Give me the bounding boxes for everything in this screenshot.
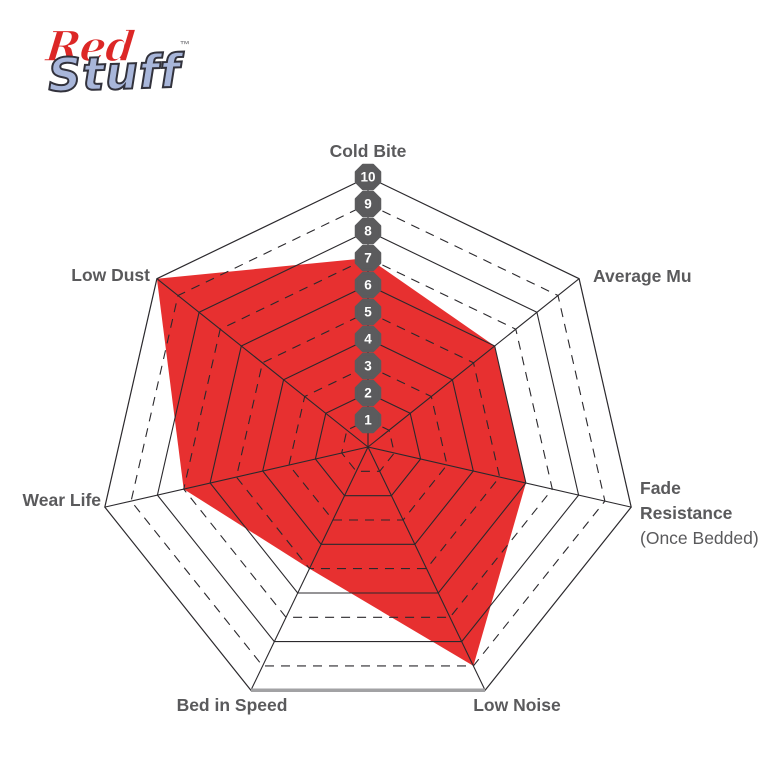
axis-spoke-low-noise — [367, 446, 486, 691]
scale-badge-label-5: 5 — [364, 305, 372, 320]
grid-ring-2 — [314, 392, 422, 497]
axis-label-bed-in-speed: Bed in Speed — [177, 695, 288, 715]
axis-label-fade-resistance-line2: Resistance — [640, 503, 733, 523]
scale-badge-10 — [354, 163, 382, 191]
axis-label-average-mu: Average Mu — [593, 266, 692, 286]
axis-label-low-dust: Low Dust — [71, 265, 150, 285]
scale-badge-1 — [354, 406, 382, 434]
grid-ring-1 — [341, 419, 395, 472]
axis-spoke-average-mu — [367, 278, 580, 448]
scale-badge-label-2: 2 — [364, 386, 372, 401]
axis-label-fade-resistance-line1: Fade — [640, 478, 681, 498]
grid-ring-5 — [235, 311, 501, 570]
scale-badge-label-9: 9 — [364, 197, 372, 212]
axis-spoke-wear-life — [104, 446, 369, 508]
scale-badge-4 — [354, 325, 382, 353]
scale-badge-3 — [354, 352, 382, 380]
scale-badge-8 — [354, 217, 382, 245]
axis-label-cold-bite: Cold Bite — [330, 141, 407, 161]
scale-badge-label-6: 6 — [364, 278, 372, 293]
axis-label-low-noise: Low Noise — [473, 695, 561, 715]
scale-badge-2 — [354, 379, 382, 407]
scale-badge-7 — [354, 244, 382, 272]
data-polygon — [156, 258, 526, 666]
scale-badge-label-3: 3 — [364, 359, 372, 374]
axis-spoke-low-dust — [156, 278, 369, 448]
scale-badge-label-10: 10 — [360, 170, 375, 185]
scale-badge-6 — [354, 271, 382, 299]
grid-ring-8 — [156, 230, 580, 643]
redstuff-logo: Red Stuff ™ — [43, 21, 190, 122]
axis-spoke-fade-resistance — [367, 446, 632, 508]
scale-badge-label-1: 1 — [364, 413, 372, 428]
axis-spoke-bed-in-speed — [250, 446, 369, 691]
logo-stuff-text: Stuff — [46, 43, 183, 104]
scale-badge-label-4: 4 — [364, 332, 372, 347]
axis-label-wear-life: Wear Life — [23, 490, 102, 510]
grid-ring-6 — [209, 284, 527, 594]
scale-badge-5 — [354, 298, 382, 326]
trademark-symbol: ™ — [180, 40, 190, 51]
grid-ring-4 — [262, 338, 474, 545]
grid-ring-9 — [130, 203, 606, 667]
scale-badge-label-7: 7 — [364, 251, 372, 266]
grid-ring-3 — [288, 365, 448, 521]
scale-badge-label-8: 8 — [364, 224, 372, 239]
scale-badge-9 — [354, 190, 382, 218]
axis-sublabel-fade-resistance: (Once Bedded) — [640, 528, 759, 548]
